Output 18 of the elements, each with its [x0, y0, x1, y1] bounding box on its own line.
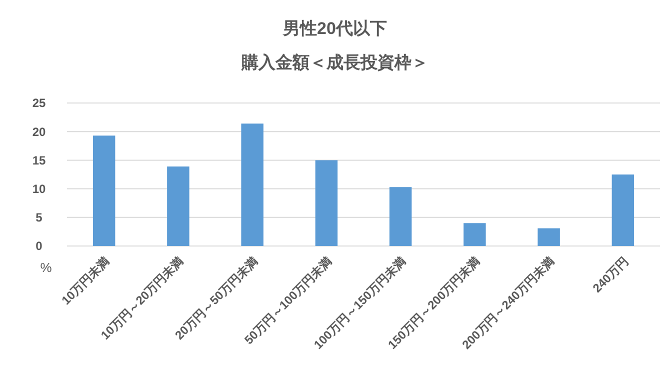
chart-subtitle: 購入金額＜成長投資枠＞	[240, 53, 428, 72]
y-tick-label: 5	[36, 210, 43, 225]
y-tick-label: 10	[32, 182, 46, 196]
y-tick-label: 25	[32, 96, 46, 110]
bar	[538, 228, 560, 246]
y-tick-label: 20	[32, 124, 46, 139]
chart-title: 男性20代以下	[282, 19, 387, 38]
bar	[92, 136, 116, 246]
y-tick-label: 15	[32, 153, 46, 168]
bar	[389, 187, 412, 246]
y-axis-title: %	[40, 260, 52, 275]
bar	[464, 223, 486, 246]
x-tick-label: 10万円未満	[58, 254, 112, 308]
bar	[167, 166, 190, 246]
bar	[241, 124, 264, 246]
bar	[612, 174, 634, 246]
bar	[315, 160, 338, 246]
y-tick-label: 0	[36, 239, 43, 254]
